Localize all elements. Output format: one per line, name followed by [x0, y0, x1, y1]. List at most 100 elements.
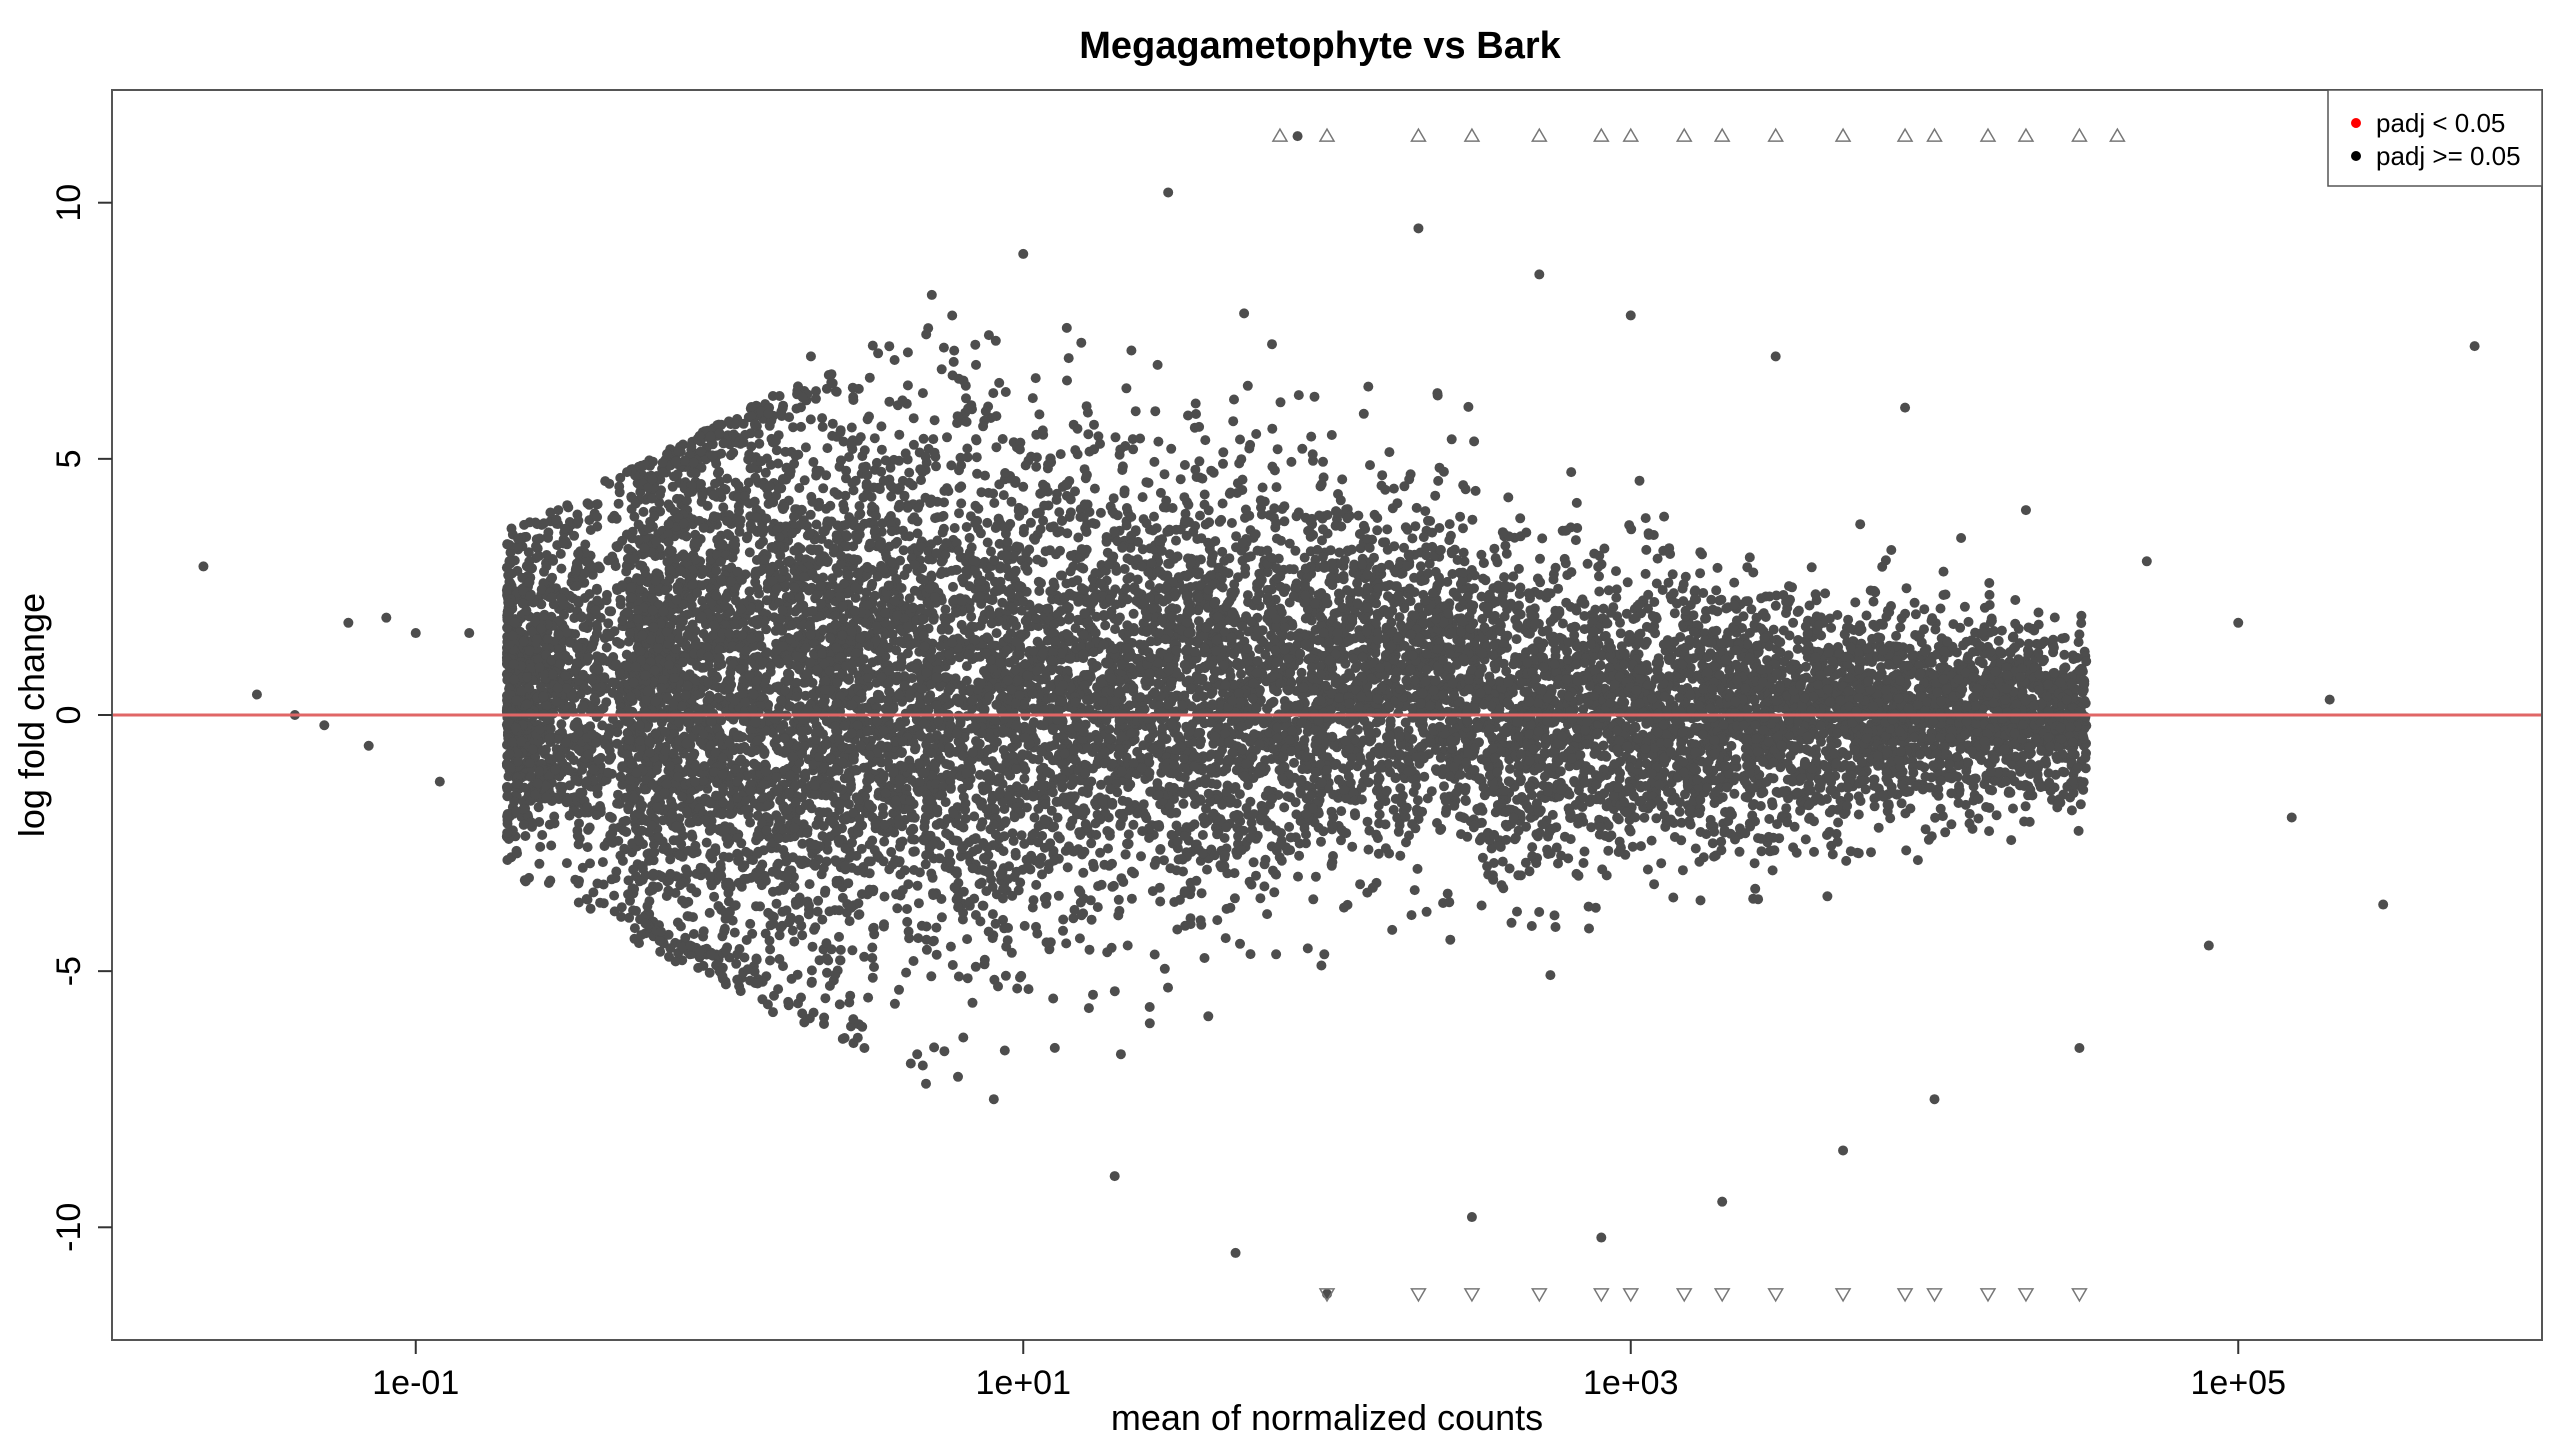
cloud-point — [609, 890, 620, 901]
cloud-point — [1456, 829, 1466, 840]
cloud-point — [980, 406, 991, 417]
cloud-point — [1199, 489, 1210, 500]
cloud-point — [921, 1078, 931, 1089]
cloud-point — [817, 421, 828, 432]
cloud-point — [1395, 850, 1406, 861]
cloud-point — [876, 421, 887, 432]
cloud-point — [1316, 960, 1327, 971]
cloud-point — [1586, 822, 1597, 833]
cloud-point — [879, 836, 890, 847]
cloud-point — [840, 490, 851, 501]
cloud-point — [534, 817, 545, 827]
cloud-point — [1895, 622, 1906, 633]
cloud-point — [1642, 864, 1653, 875]
cloud-point — [1505, 763, 1515, 774]
cloud-point — [817, 413, 828, 424]
cloud-point — [1557, 618, 1568, 629]
cloud-point — [917, 1060, 928, 1071]
cloud-point — [909, 865, 919, 875]
cloud-point — [876, 444, 887, 455]
cloud-point — [1770, 600, 1781, 611]
chart-title: Megagametophyte vs Bark — [1079, 25, 1561, 67]
cloud-point — [744, 547, 755, 558]
cloud-point — [812, 906, 823, 917]
cloud-point — [956, 498, 967, 509]
cloud-point — [1956, 533, 1967, 543]
cloud-point — [853, 383, 864, 394]
cloud-point — [936, 364, 947, 375]
cloud-point — [1940, 827, 1951, 838]
cloud-point — [970, 339, 981, 350]
cloud-point — [817, 914, 828, 925]
cloud-point — [614, 481, 625, 492]
cloud-point — [820, 887, 830, 898]
cloud-point — [1800, 834, 1811, 845]
cloud-point — [1626, 524, 1637, 535]
cloud-point — [1866, 847, 1876, 858]
cloud-point — [1508, 571, 1519, 582]
cloud-point — [847, 945, 858, 956]
cloud-point — [967, 863, 978, 874]
cloud-point — [1599, 543, 1610, 554]
cloud-point — [1197, 830, 1208, 840]
cloud-point — [948, 356, 959, 367]
cloud-point — [1095, 507, 1106, 518]
cloud-point — [1130, 406, 1141, 417]
cloud-point — [1873, 822, 1884, 833]
cloud-point — [1174, 894, 1185, 905]
cloud-point — [1109, 986, 1120, 997]
cloud-point — [1306, 431, 1317, 442]
cloud-point — [1716, 836, 1727, 847]
cloud-point — [1294, 850, 1305, 861]
cloud-point — [1579, 846, 1590, 857]
cloud-point — [1698, 588, 1709, 598]
cloud-point — [1499, 572, 1510, 583]
cloud-point — [820, 993, 831, 1004]
cloud-point — [1891, 630, 1902, 641]
cloud-point — [1695, 568, 1706, 579]
cloud-point — [1480, 575, 1491, 586]
cloud-point — [827, 418, 838, 429]
cloud-point — [1355, 879, 1366, 890]
cloud-point — [1217, 546, 1228, 557]
cloud-point — [869, 929, 880, 940]
cloud-point — [905, 1058, 916, 1069]
cloud-point — [979, 954, 990, 965]
cloud-point — [1435, 752, 1446, 763]
cloud-point — [1919, 604, 1930, 615]
cloud-point — [688, 929, 699, 939]
cloud-point — [1419, 771, 1430, 782]
cloud-point — [1412, 863, 1423, 874]
cloud-point — [1144, 1002, 1155, 1012]
cloud-point — [962, 443, 973, 454]
cloud-point — [1440, 807, 1451, 818]
cloud-point — [658, 815, 668, 826]
cloud-point — [1229, 868, 1240, 879]
cloud-point — [1603, 845, 1614, 856]
cloud-point — [1271, 482, 1282, 493]
cloud-point — [546, 840, 557, 851]
cloud-point — [1455, 511, 1466, 522]
cloud-point — [1062, 862, 1073, 873]
cloud-point — [1019, 773, 1030, 784]
cloud-point — [991, 628, 1002, 639]
cloud-point — [1104, 830, 1115, 841]
cloud-point — [1279, 802, 1290, 813]
cloud-point — [2049, 612, 2060, 623]
cloud-point — [1363, 381, 1374, 392]
cloud-point — [1242, 380, 1253, 391]
cloud-point — [1034, 409, 1045, 420]
cloud-point — [545, 507, 556, 518]
cloud-point — [1433, 475, 1444, 486]
cloud-point — [1502, 697, 1513, 708]
cloud-point — [835, 944, 846, 955]
cloud-point — [1308, 894, 1319, 905]
cloud-point — [1804, 600, 1815, 611]
cloud-point — [1262, 909, 1273, 920]
cloud-point — [884, 341, 895, 352]
cloud-point — [1901, 583, 1912, 594]
cloud-point — [778, 845, 789, 855]
cloud-point — [1729, 577, 1740, 588]
cloud-point — [1458, 547, 1469, 558]
